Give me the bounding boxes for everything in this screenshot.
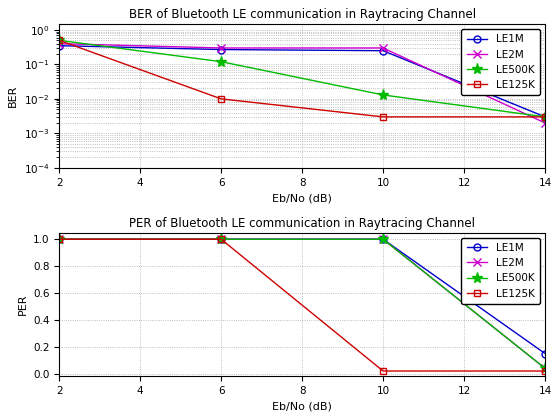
Line: LE125K: LE125K: [55, 37, 548, 121]
LE2M: [542, 366, 548, 371]
LE125K: [56, 38, 63, 43]
LE500K: [218, 237, 225, 242]
Line: LE1M: LE1M: [55, 42, 548, 121]
LE1M: [542, 114, 548, 119]
Title: BER of Bluetooth LE communication in Raytracing Channel: BER of Bluetooth LE communication in Ray…: [129, 8, 475, 21]
LE125K: [380, 368, 386, 373]
LE125K: [56, 237, 63, 242]
Line: LE500K: LE500K: [54, 234, 550, 374]
LE2M: [380, 45, 386, 50]
LE500K: [56, 38, 63, 43]
LE500K: [380, 237, 386, 242]
LE500K: [218, 59, 225, 64]
Line: LE2M: LE2M: [55, 39, 549, 127]
LE1M: [542, 351, 548, 356]
X-axis label: Eb/No (dB): Eb/No (dB): [272, 402, 332, 412]
LE125K: [218, 237, 225, 242]
LE1M: [56, 43, 63, 48]
Y-axis label: BER: BER: [8, 85, 18, 107]
Title: PER of Bluetooth LE communication in Raytracing Channel: PER of Bluetooth LE communication in Ray…: [129, 217, 475, 230]
LE1M: [218, 47, 225, 52]
LE500K: [56, 237, 63, 242]
Line: LE2M: LE2M: [55, 235, 549, 373]
LE125K: [542, 114, 548, 119]
LE500K: [542, 114, 548, 119]
LE500K: [380, 92, 386, 97]
LE125K: [542, 368, 548, 373]
LE2M: [218, 45, 225, 50]
LE1M: [218, 237, 225, 242]
LE2M: [380, 237, 386, 242]
Legend: LE1M, LE2M, LE500K, LE125K: LE1M, LE2M, LE500K, LE125K: [461, 29, 540, 95]
Legend: LE1M, LE2M, LE500K, LE125K: LE1M, LE2M, LE500K, LE125K: [461, 238, 540, 304]
Y-axis label: PER: PER: [17, 294, 27, 315]
LE1M: [380, 48, 386, 53]
LE2M: [56, 41, 63, 46]
Line: LE500K: LE500K: [54, 35, 550, 123]
LE125K: [380, 114, 386, 119]
LE2M: [56, 237, 63, 242]
LE1M: [56, 237, 63, 242]
LE2M: [218, 237, 225, 242]
Line: LE1M: LE1M: [55, 236, 548, 357]
LE125K: [218, 96, 225, 101]
LE2M: [542, 121, 548, 126]
LE1M: [380, 237, 386, 242]
X-axis label: Eb/No (dB): Eb/No (dB): [272, 193, 332, 203]
LE500K: [542, 366, 548, 371]
Line: LE125K: LE125K: [55, 236, 548, 375]
